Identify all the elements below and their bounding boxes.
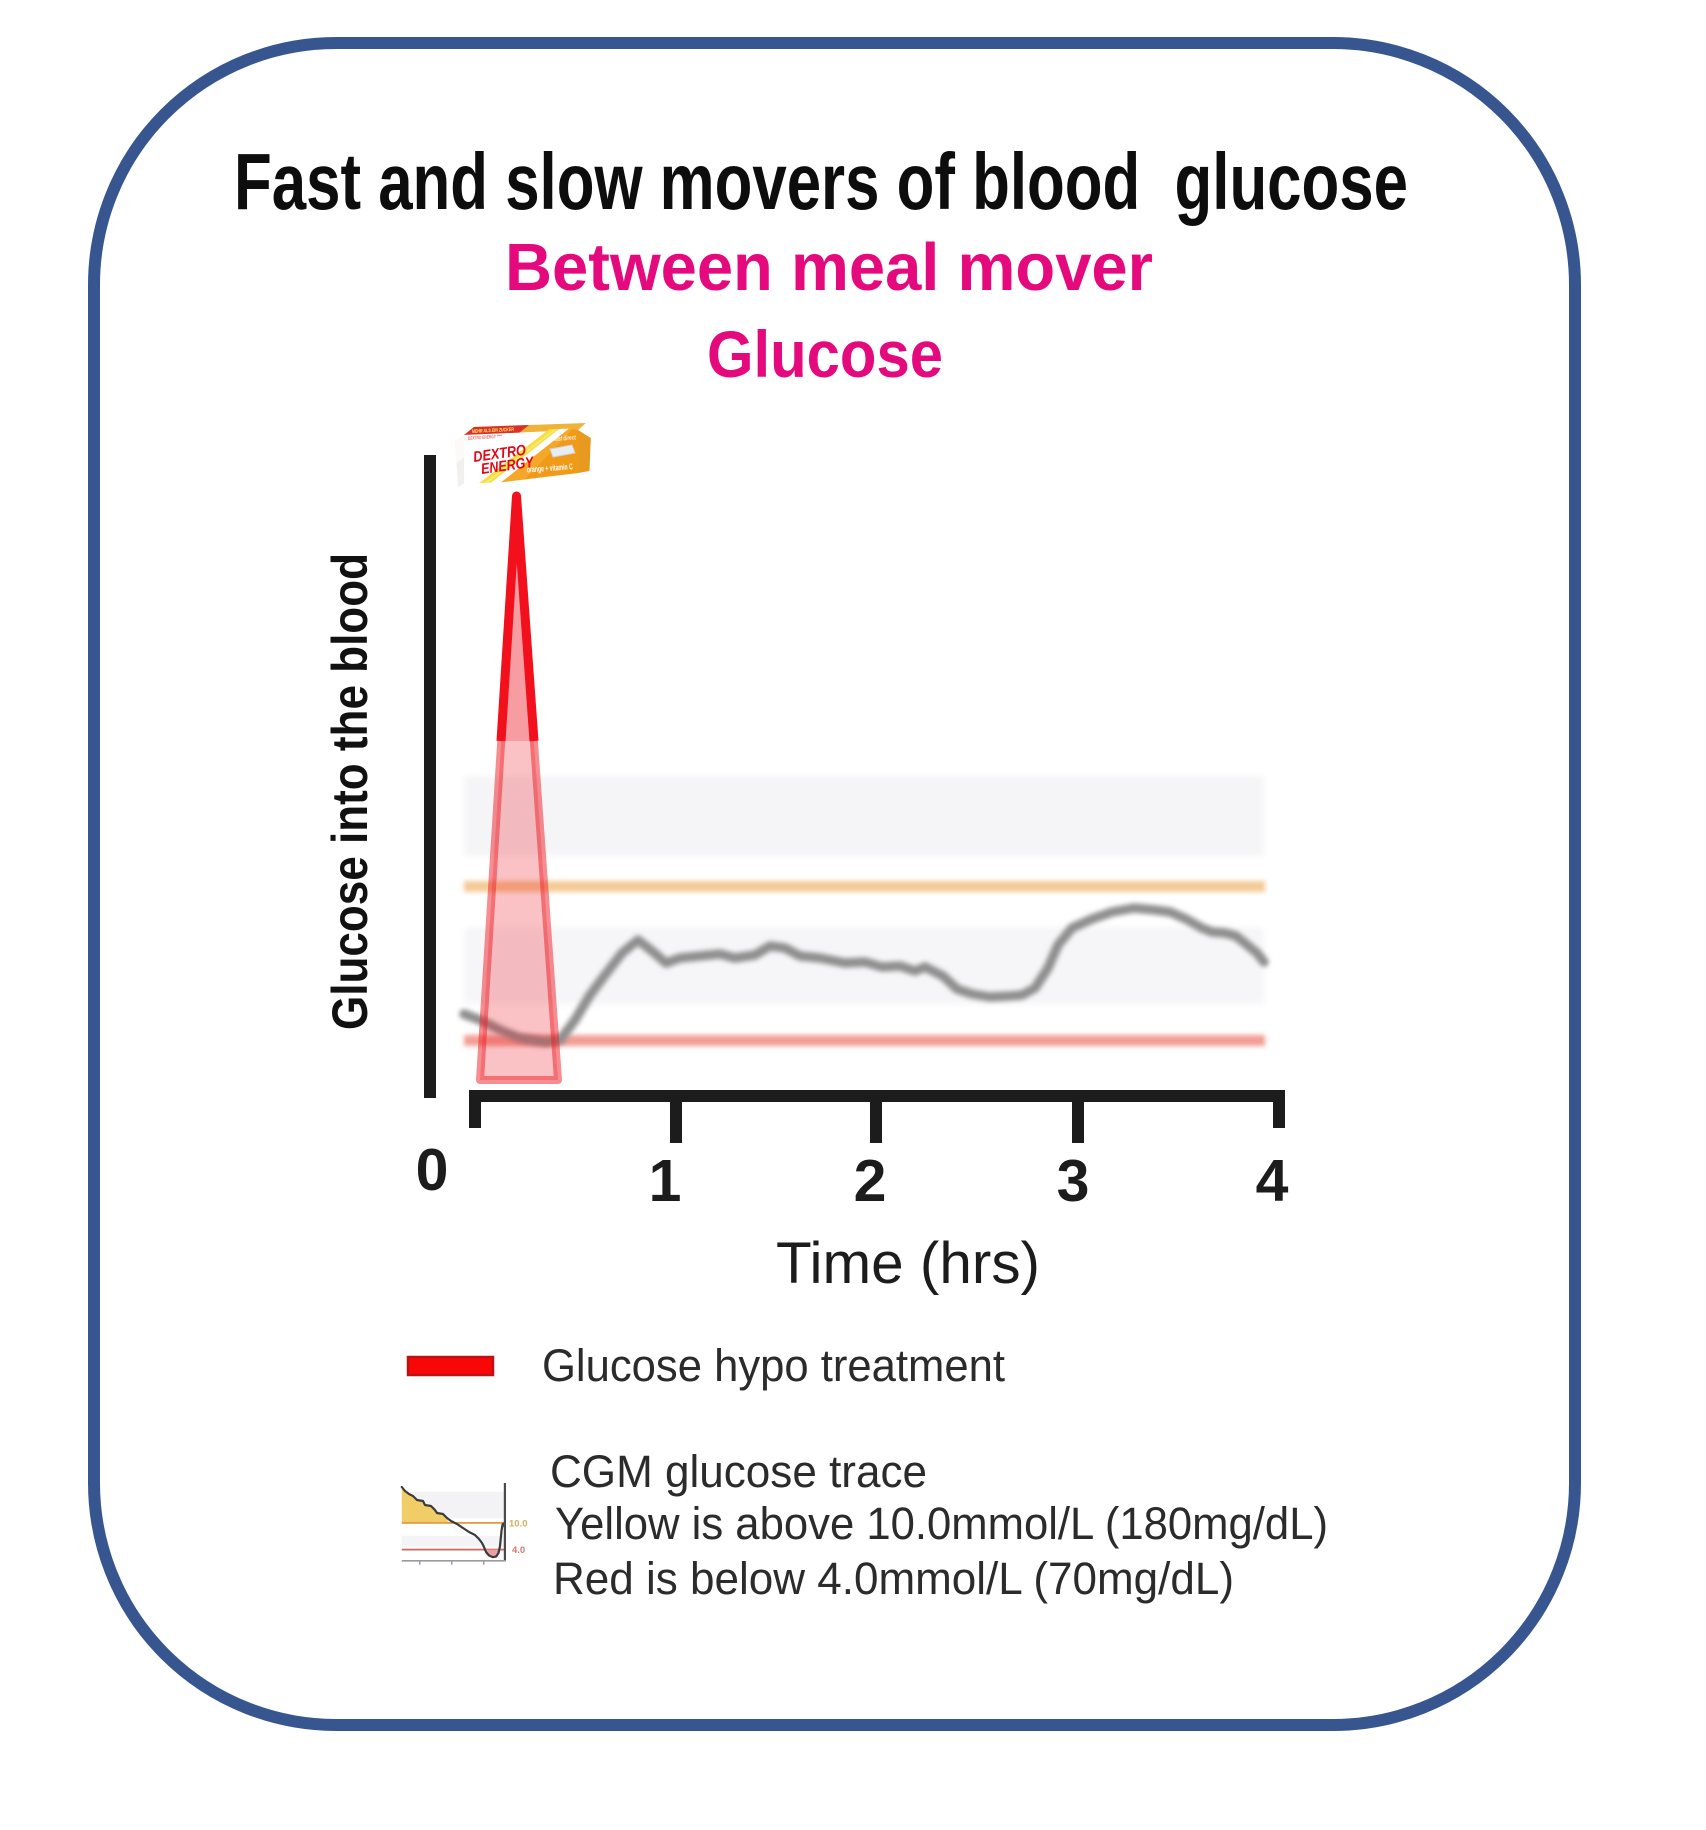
svg-text:DEXTRO ENERGY ****: DEXTRO ENERGY **** — [468, 434, 503, 442]
svg-text:10.0: 10.0 — [509, 1519, 528, 1530]
svg-text:Between meal mover: Between meal mover — [505, 230, 1153, 305]
svg-text:CGM glucose trace: CGM glucose trace — [550, 1446, 927, 1497]
svg-text:4: 4 — [1256, 1148, 1289, 1214]
svg-text:fast direct: fast direct — [554, 434, 577, 443]
svg-text:2: 2 — [854, 1148, 887, 1214]
svg-text:Yellow is above 10.0mmol/L (18: Yellow is above 10.0mmol/L (180mg/dL) — [555, 1498, 1328, 1549]
svg-text:orange + vitamin C: orange + vitamin C — [526, 461, 573, 474]
svg-text:Red is below 4.0mmol/L (70mg/d: Red is below 4.0mmol/L (70mg/dL) — [553, 1553, 1234, 1604]
svg-text:Glucose hypo treatment: Glucose hypo treatment — [542, 1340, 1005, 1391]
svg-text:3: 3 — [1057, 1148, 1090, 1214]
svg-text:MEHR ALS EIN ZUCKER: MEHR ALS EIN ZUCKER — [472, 427, 515, 435]
svg-text:Time (hrs): Time (hrs) — [776, 1231, 1040, 1296]
svg-text:Glucose: Glucose — [707, 317, 943, 391]
svg-text:Glucose into the blood: Glucose into the blood — [322, 553, 378, 1030]
svg-text:Fast and slow movers of blood: Fast and slow movers of blood glucose — [234, 137, 1408, 226]
svg-text:4.0: 4.0 — [512, 1545, 525, 1556]
svg-text:1: 1 — [649, 1148, 682, 1214]
svg-text:0: 0 — [416, 1137, 449, 1203]
